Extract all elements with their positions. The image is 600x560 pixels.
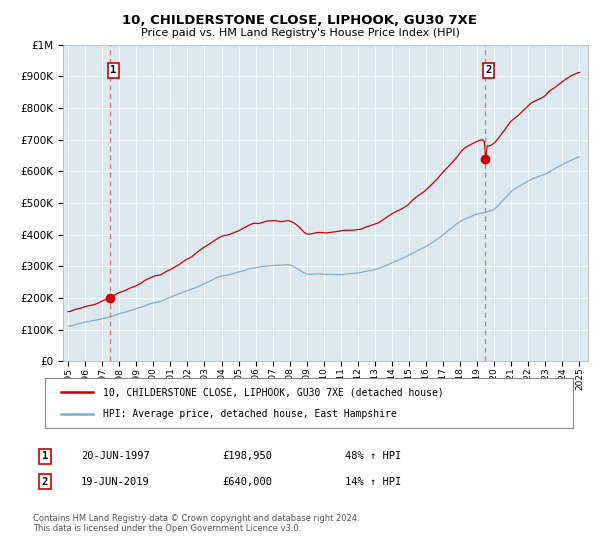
Text: Contains HM Land Registry data © Crown copyright and database right 2024.
This d: Contains HM Land Registry data © Crown c… <box>33 514 359 533</box>
Text: 48% ↑ HPI: 48% ↑ HPI <box>345 451 401 461</box>
Text: 19-JUN-2019: 19-JUN-2019 <box>81 477 150 487</box>
Text: 10, CHILDERSTONE CLOSE, LIPHOOK, GU30 7XE (detached house): 10, CHILDERSTONE CLOSE, LIPHOOK, GU30 7X… <box>103 387 444 397</box>
Text: 1: 1 <box>42 451 48 461</box>
Text: HPI: Average price, detached house, East Hampshire: HPI: Average price, detached house, East… <box>103 409 397 419</box>
Text: £640,000: £640,000 <box>222 477 272 487</box>
Text: 2: 2 <box>485 65 491 75</box>
Text: Price paid vs. HM Land Registry's House Price Index (HPI): Price paid vs. HM Land Registry's House … <box>140 28 460 38</box>
Text: 2: 2 <box>42 477 48 487</box>
Text: 10, CHILDERSTONE CLOSE, LIPHOOK, GU30 7XE: 10, CHILDERSTONE CLOSE, LIPHOOK, GU30 7X… <box>122 14 478 27</box>
Text: 14% ↑ HPI: 14% ↑ HPI <box>345 477 401 487</box>
Text: £198,950: £198,950 <box>222 451 272 461</box>
Text: 20-JUN-1997: 20-JUN-1997 <box>81 451 150 461</box>
Text: 1: 1 <box>110 65 116 75</box>
